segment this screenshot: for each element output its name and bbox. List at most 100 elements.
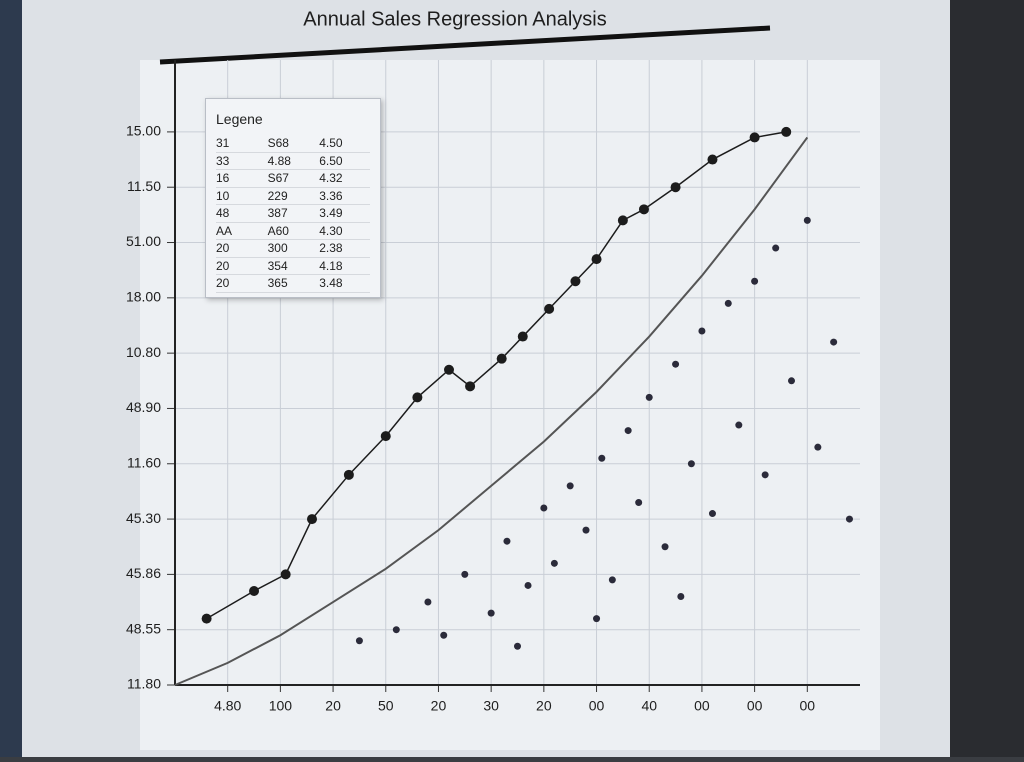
chart-title: Annual Sales Regression Analysis [303,8,607,30]
data-point [201,613,212,624]
data-point [608,576,616,584]
data-point [830,338,838,346]
data-point [570,276,581,287]
x-tick-label: 50 [378,698,394,714]
data-point [465,381,476,392]
x-tick-label: 00 [747,698,763,714]
data-point [582,526,590,534]
legend-row: 20 300 2.38 [216,240,370,258]
data-point [591,254,602,265]
y-tick-label: 18.00 [126,289,161,305]
legend-row: 31 S68 4.50 [216,135,370,153]
legend-cell: 365 [267,276,288,290]
x-tick-label: 4.80 [214,698,241,714]
data-point [708,510,716,518]
data-point [517,331,528,342]
x-tick-label: 00 [589,698,605,714]
bezel [950,0,1024,757]
legend-cell: 300 [267,241,288,255]
y-tick-label: 11.80 [127,676,161,692]
y-tick-label: 15.00 [126,123,161,139]
legend-cell: 354 [267,258,288,273]
legend-cell: 20 [216,276,230,290]
regression-curve [174,136,809,686]
data-point [814,443,822,451]
legend-cell: 48 [216,206,230,220]
legend-cell: 6.50 [319,153,343,168]
data-point [638,204,649,215]
data-point [514,642,521,650]
data-point [280,569,291,580]
x-tick-label: 00 [800,698,816,714]
data-point [496,353,507,364]
legend: Legene 31 S68 4.50 33 4.88 6.50 16 S67 4.32 10 229… [205,98,381,298]
y-tick-label: 45.86 [126,565,161,581]
data-point [412,392,423,403]
legend-cell: 2.38 [319,241,343,255]
data-point [392,626,400,634]
data-point [707,154,718,165]
data-point [544,303,555,314]
legend-cell: 4.30 [319,223,343,238]
legend-cell: 10 [216,188,230,203]
x-tick-label: 20 [431,698,447,714]
data-point [772,244,780,252]
y-tick-label: 11.50 [127,178,161,194]
data-point [735,421,743,429]
legend-cell: S68 [267,136,289,150]
data-point [380,431,391,442]
legend-cell: 4.18 [319,258,343,273]
data-point [670,182,681,193]
x-tick-label: 30 [483,698,499,714]
legend-cell: 229 [267,188,288,203]
data-point [343,469,354,480]
y-tick-label: 48.90 [126,399,161,415]
legend-cell: 3.36 [319,188,343,203]
legend-cell: AA [216,223,233,238]
legend-title: Legene [216,111,263,127]
data-point [698,327,706,335]
x-tick-label: 40 [641,698,657,714]
data-point [598,454,606,462]
data-point [487,609,495,617]
legend-cell: 387 [267,206,288,220]
x-tick-label: 20 [536,698,552,714]
data-point [724,299,732,307]
legend-cell: 3.49 [319,206,343,220]
data-point [677,593,685,601]
data-point [503,537,511,545]
legend-row: 20 365 3.48 [216,275,370,293]
legend-row: 20 354 4.18 [216,258,370,275]
data-point [249,585,260,596]
data-point [307,514,317,525]
y-tick-label: 10.80 [126,344,161,360]
y-tick-label: 48.55 [126,620,161,636]
legend-row: 33 4.88 6.50 [216,153,370,170]
legend-row: 10 229 3.36 [216,188,370,205]
x-tick-label: 20 [325,698,341,714]
legend-row: 48 387 3.49 [216,205,370,223]
legend-cell: 33 [216,153,230,168]
side-panel [0,0,22,757]
y-tick-label: 11.60 [127,454,161,470]
data-point [661,543,669,551]
data-point [635,498,643,506]
title-bar [159,25,771,65]
data-point [645,393,653,401]
data-point [617,215,628,226]
legend-cell: 16 [216,171,230,185]
data-point [781,126,792,137]
data-point [566,482,574,490]
legend-cell: 4.50 [319,136,343,150]
legend-row: AA A60 4.30 [216,223,370,240]
data-point [749,132,760,143]
data-point [593,615,601,623]
data-point [550,559,558,567]
x-tick-label: 100 [269,698,293,714]
data-point [440,631,448,639]
legend-cell: 20 [216,241,230,255]
legend-cell: A60 [267,223,289,238]
